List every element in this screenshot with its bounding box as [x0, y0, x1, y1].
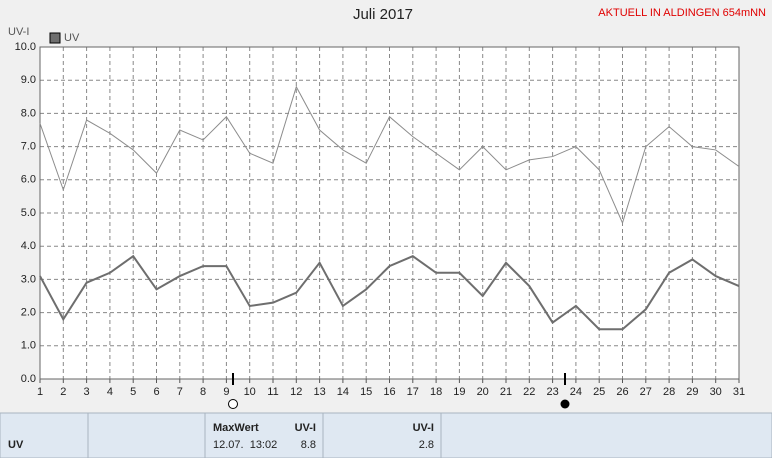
y-tick-label: 8.0	[21, 107, 36, 119]
x-tick-label: 18	[430, 386, 442, 398]
footer-label: UV	[8, 439, 24, 451]
footer-panel: UV MaxWert UV-I 12.07. 13:02 8.8 UV-I 2.…	[0, 412, 772, 458]
x-tick-label: 23	[546, 386, 558, 398]
x-tick-label: 2	[60, 386, 66, 398]
x-tick-label: 28	[663, 386, 675, 398]
x-tick-label: 17	[407, 386, 419, 398]
y-tick-label: 4.0	[21, 240, 36, 252]
footer-value: 8.8	[301, 439, 316, 451]
footer-time: 12.07. 13:02	[213, 439, 277, 451]
x-tick-label: 15	[360, 386, 372, 398]
x-tick-label: 7	[177, 386, 183, 398]
x-tick-label: 21	[500, 386, 512, 398]
footer-bg	[0, 412, 772, 458]
y-tick-label: 2.0	[21, 307, 36, 319]
x-tick-label: 30	[710, 386, 722, 398]
x-tick-label: 9	[223, 386, 229, 398]
legend-swatch	[49, 32, 61, 44]
x-tick-label: 1	[37, 386, 43, 398]
series-line	[39, 85, 740, 225]
x-tick-label: 19	[453, 386, 465, 398]
y-tick-label: 10.0	[15, 41, 36, 53]
y-tick-label: 9.0	[21, 74, 36, 86]
x-tick-label: 8	[200, 386, 206, 398]
x-tick-label: 26	[616, 386, 628, 398]
x-tick-label: 10	[244, 386, 256, 398]
x-tick-label: 20	[477, 386, 489, 398]
marker-open	[228, 399, 238, 409]
x-tick-label: 27	[640, 386, 652, 398]
footer-header: MaxWert	[213, 422, 259, 434]
y-tick-label: 3.0	[21, 273, 36, 285]
x-tick-label: 24	[570, 386, 582, 398]
x-tick-label: 14	[337, 386, 349, 398]
x-tick-label: 3	[84, 386, 90, 398]
x-tick-label: 31	[733, 386, 745, 398]
x-tick-label: 6	[153, 386, 159, 398]
x-tick-label: 5	[130, 386, 136, 398]
footer-value: 2.8	[419, 439, 434, 451]
x-tick-label: 25	[593, 386, 605, 398]
chart-title: Juli 2017	[353, 6, 413, 23]
y-tick-label: 1.0	[21, 340, 36, 352]
plot-frame	[39, 46, 740, 380]
x-tick-label: 13	[313, 386, 325, 398]
legend-label: UV	[64, 32, 80, 44]
x-tick-label: 29	[686, 386, 698, 398]
chart-subtitle: AKTUELL IN ALDINGEN 654mNN	[598, 7, 766, 19]
footer-unit: UV-I	[413, 422, 434, 434]
y-tick-label: 0.0	[21, 373, 36, 385]
x-tick-label: 16	[383, 386, 395, 398]
footer-unit: UV-I	[295, 422, 316, 434]
y-tick-label: 7.0	[21, 141, 36, 153]
marker-filled	[560, 399, 570, 409]
x-tick-label: 11	[267, 386, 278, 398]
x-tick-label: 22	[523, 386, 535, 398]
x-tick-label: 4	[107, 386, 113, 398]
y-tick-label: 5.0	[21, 207, 36, 219]
series-line	[39, 254, 740, 331]
y-tick-label: 6.0	[21, 174, 36, 186]
y-axis-label: UV-I	[8, 26, 29, 38]
x-tick-label: 12	[290, 386, 302, 398]
